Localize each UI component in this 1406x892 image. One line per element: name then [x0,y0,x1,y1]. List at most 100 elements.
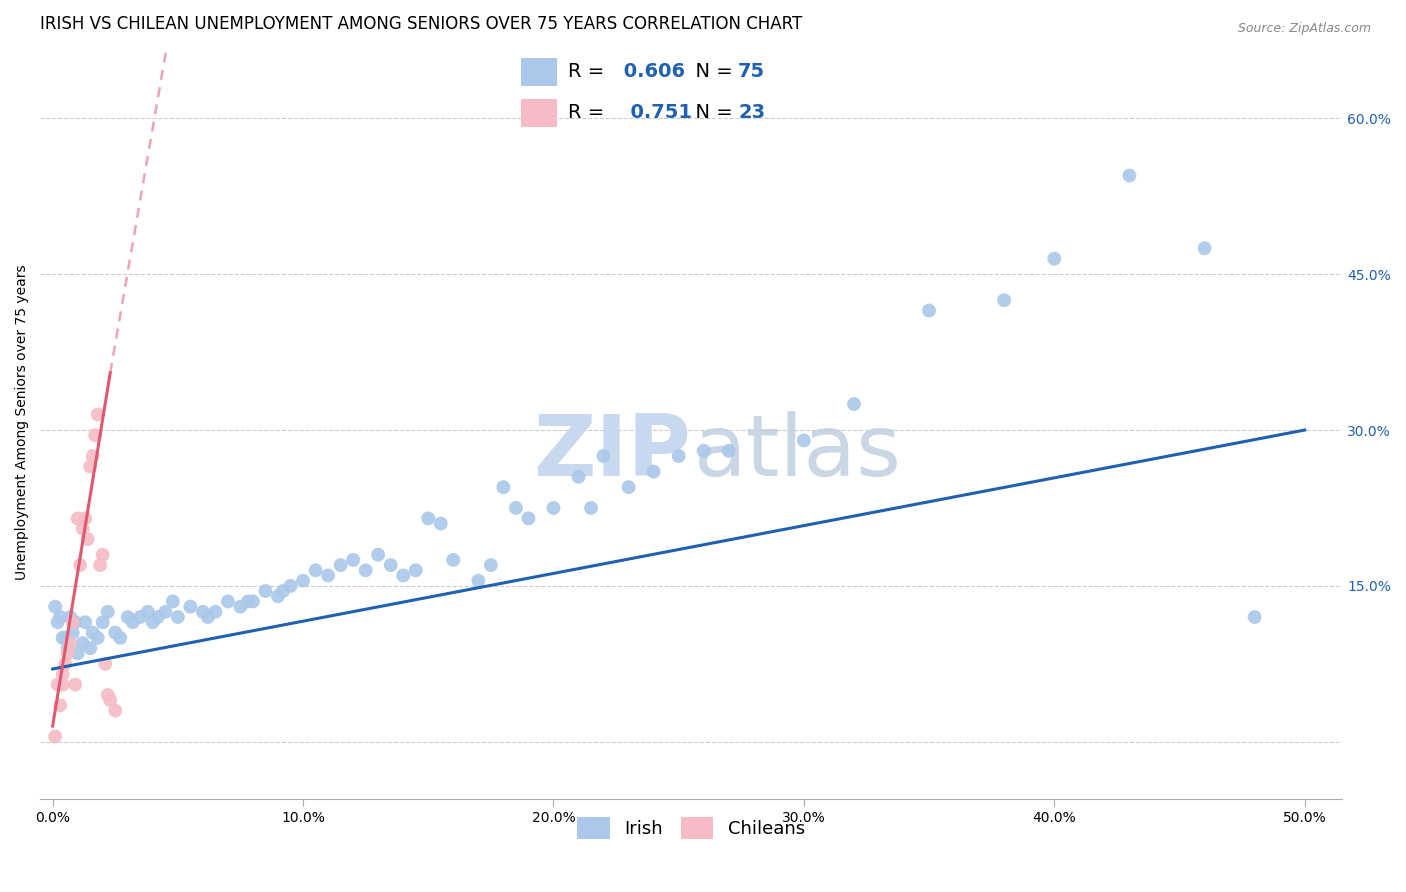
Point [254,584,277,599]
Point [380,558,402,573]
Point [46,677,69,691]
Text: 0.751: 0.751 [617,103,692,122]
Point [204,605,226,619]
Point [993,293,1015,308]
Point [53,657,76,671]
Point [217,594,239,608]
Point [179,599,201,614]
Point [418,511,440,525]
Point [191,605,214,619]
Point [98,693,121,707]
Point [104,625,127,640]
Point [75,511,97,525]
Point [63,677,86,691]
Point [304,563,326,577]
Point [579,500,602,515]
FancyBboxPatch shape [522,58,557,86]
Point [918,303,941,318]
Text: N =: N = [683,62,740,81]
Point [271,584,294,599]
Text: Source: ZipAtlas.com: Source: ZipAtlas.com [1237,22,1371,36]
Point [44,599,66,614]
Point [242,594,264,608]
Point [1243,610,1265,624]
Point [104,704,127,718]
Point [66,647,89,661]
Point [62,625,84,640]
Point [316,568,339,582]
Point [79,459,101,474]
Point [94,657,117,671]
Point [97,688,120,702]
Point [441,553,464,567]
Point [197,610,219,624]
Point [89,558,111,573]
Point [53,631,76,645]
Point [75,615,97,630]
Point [86,631,108,645]
Point [44,730,66,744]
Point [267,589,290,603]
Point [110,631,132,645]
Point [342,553,364,567]
Point [79,641,101,656]
Point [1194,241,1216,255]
Point [63,615,86,630]
FancyBboxPatch shape [522,99,557,127]
Point [146,610,169,624]
Point [84,428,107,442]
Point [617,480,640,494]
Point [693,443,716,458]
Text: 0.606: 0.606 [617,62,686,81]
Point [72,522,94,536]
Point [1118,169,1140,183]
Point [668,449,690,463]
Text: atlas: atlas [693,411,901,494]
Point [56,647,79,661]
Point [1043,252,1066,266]
Point [52,677,75,691]
Point [567,470,589,484]
Text: ZIP: ZIP [533,411,692,494]
Text: R =: R = [568,103,610,122]
Point [842,397,865,411]
Point [329,558,352,573]
Point [155,605,177,619]
Point [52,631,75,645]
Point [82,449,104,463]
Point [392,568,415,582]
Point [229,599,252,614]
Point [91,548,114,562]
Point [52,667,75,681]
Point [117,610,139,624]
Point [280,579,302,593]
Point [467,574,489,588]
Point [91,615,114,630]
Point [793,434,815,448]
Text: IRISH VS CHILEAN UNEMPLOYMENT AMONG SENIORS OVER 75 YEARS CORRELATION CHART: IRISH VS CHILEAN UNEMPLOYMENT AMONG SENI… [41,15,803,33]
Point [166,610,188,624]
Point [236,594,259,608]
Text: 75: 75 [738,62,765,81]
Point [479,558,502,573]
Point [592,449,614,463]
Point [354,563,377,577]
Point [492,480,515,494]
Point [56,641,79,656]
Text: R =: R = [568,62,610,81]
Point [49,698,72,713]
Point [405,563,427,577]
Point [136,605,159,619]
Point [367,548,389,562]
Point [292,574,315,588]
Point [517,511,540,525]
Point [46,615,69,630]
Point [97,605,120,619]
Point [142,615,165,630]
Point [717,443,740,458]
Point [59,636,82,650]
Point [121,615,143,630]
Point [72,636,94,650]
Legend: Irish, Chileans: Irish, Chileans [569,810,813,847]
Point [49,610,72,624]
